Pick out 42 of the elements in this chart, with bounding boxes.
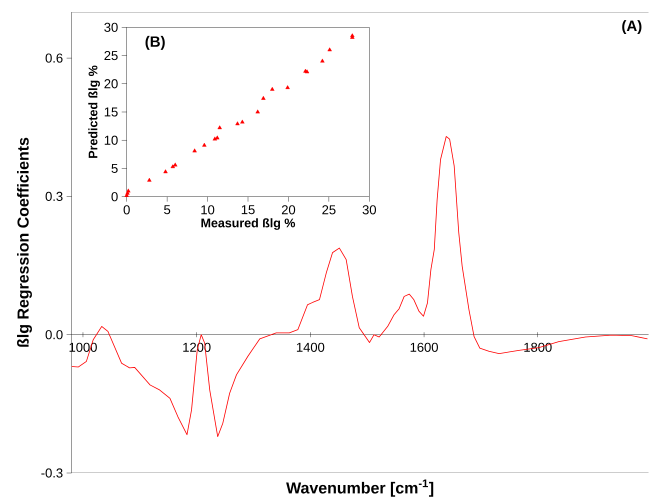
point xyxy=(256,110,260,114)
y-tick-label: 5 xyxy=(112,164,118,173)
point xyxy=(235,121,240,126)
point xyxy=(240,120,245,124)
y-tick-label: 20 xyxy=(104,79,118,88)
x-tick-label: 0 xyxy=(124,205,130,214)
y-tick-label: 25 xyxy=(104,50,118,60)
x-tick-label: 20 xyxy=(282,205,296,214)
point xyxy=(192,148,197,152)
x-axis-title: Measured ßlg % xyxy=(201,218,296,230)
x-tick-label: 30 xyxy=(362,205,376,214)
point xyxy=(173,162,178,166)
x-tick-label: 1400 xyxy=(296,342,324,352)
point xyxy=(261,96,266,100)
y-tick-label: 10 xyxy=(104,136,118,145)
x-tick-label: 5 xyxy=(164,205,170,214)
x-tick-label: 25 xyxy=(322,205,336,214)
point xyxy=(202,142,207,147)
y-tick-label: 30 xyxy=(104,22,118,32)
point xyxy=(163,169,168,174)
y-tick-label: 0 xyxy=(111,192,118,202)
point xyxy=(320,58,325,63)
y-axis-title: ßlg Regression Coefficients xyxy=(17,138,32,347)
y-tick-label: -0.3 xyxy=(41,468,63,478)
point xyxy=(126,188,131,192)
x-tick-label: 1600 xyxy=(410,342,438,352)
x-axis-title: Wavenumber [cm$^{-1}$] xyxy=(286,480,434,497)
point xyxy=(147,178,152,182)
point xyxy=(270,86,274,91)
annotation: (A) xyxy=(622,20,642,34)
y-tick-label: 15 xyxy=(104,107,118,117)
point xyxy=(285,85,290,90)
y-tick-label: 0.0 xyxy=(46,330,63,340)
y-axis-title: Predicted ßlg % xyxy=(88,66,100,158)
y-tick-label: 0.6 xyxy=(46,54,63,63)
y-tick-label: 0.3 xyxy=(46,192,63,201)
point xyxy=(218,125,222,130)
point xyxy=(215,135,220,140)
point xyxy=(327,47,332,52)
annotation: (B) xyxy=(146,36,165,50)
x-tick-label: 15 xyxy=(242,205,255,214)
x-tick-label: 10 xyxy=(201,205,214,214)
